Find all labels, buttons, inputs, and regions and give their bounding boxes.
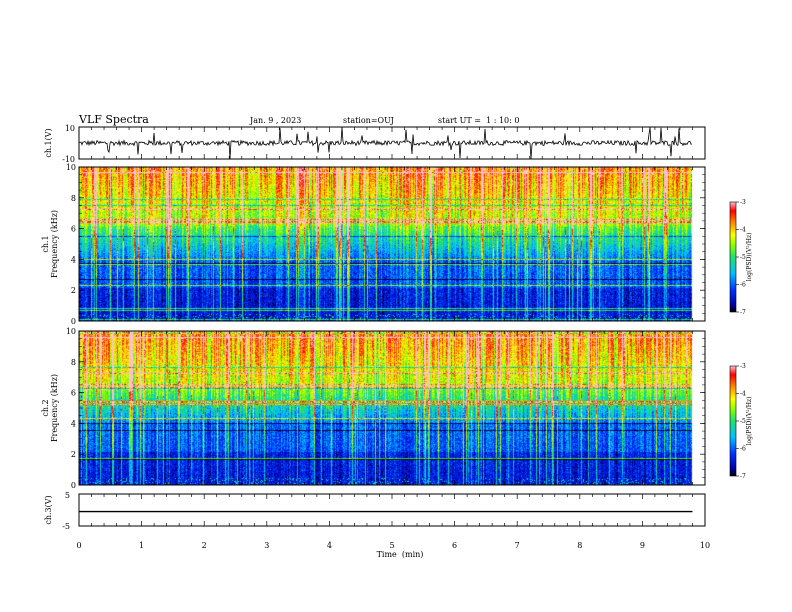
y-tick-label: 10 [66,163,76,172]
x-tick-label: 2 [202,541,207,550]
x-tick-label: 0 [76,541,81,550]
colorbar-tick-label: -5 [740,418,746,425]
ch1-colorbar: -3 -4 -5 -6 -7 log(PSD)(V²/Hz) [729,199,753,316]
ch1-waveform-xticks [78,127,706,159]
x-tick-label: 9 [640,541,645,550]
ch2-spectrogram-xticks [78,331,706,485]
ch2-spectrogram-panel: 0 2 4 6 8 10 ch.2 Frequency (kHz) [41,327,706,490]
ch3-ytick-top: 5 [65,491,70,500]
y-tick-label: 4 [71,255,76,264]
y-tick-label: 6 [71,225,76,234]
colorbar-tick-label: -7 [740,473,746,480]
y-tick-label: 0 [71,481,76,490]
ch1-colorbar-ticks: -3 -4 -5 -6 -7 [736,199,746,316]
ch1-spectrogram-ylabel-line2: Frequency (kHz) [50,210,59,278]
ch1-waveform-panel: 10 -10 ch.1(V) [44,124,706,164]
x-tick-label: 1 [139,541,144,550]
x-tick-label: 8 [577,541,582,550]
time-axis-label: Time (min) [377,550,424,559]
ch1-spectrogram-image-holder [79,167,705,321]
ch2-colorbar-label: log(PSD)(V²/Hz) [746,397,753,446]
header-start-time: start UT = 1 : 10: 0 [438,116,519,125]
ch2-colorbar: -3 -4 -5 -6 -7 log(PSD)(V²/Hz) [729,363,753,480]
y-tick-label: 10 [66,327,76,336]
x-tick-label: 4 [327,541,332,550]
x-tick-label: 7 [515,541,520,550]
y-tick-label: 8 [71,194,76,203]
ch3-waveform-xticks [78,494,706,526]
y-tick-label: 2 [71,450,76,459]
ch1-spectrogram-image [79,167,705,321]
ch1-spectrogram-ylabel-line1: ch.1 [41,235,50,252]
ch1-ytick-bottom: -10 [62,155,75,164]
ch3-ytick-bottom: -5 [62,522,70,531]
x-tick-label: 3 [264,541,269,550]
header-date: Jan. 9 , 2023 [249,116,301,125]
y-tick-label: 2 [71,286,76,295]
ch2-spectrogram-ylabel-line2: Frequency (kHz) [50,374,59,442]
x-tick-label: 5 [389,541,394,550]
ch1-spectrogram-panel: 0 2 4 6 8 10 ch.1 Frequency (kHz) [41,163,706,326]
colorbar-tick-label: -5 [740,254,746,261]
ch1-colorbar-gradient [729,201,737,313]
ch1-spectrogram-xticks [78,167,706,321]
y-tick-label: 4 [71,419,76,428]
colorbar-tick-label: -6 [740,446,746,453]
header-station: station=OUJ [343,116,394,125]
ch2-colorbar-gradient [729,365,737,477]
figure-title: VLF Spectra [78,113,149,126]
y-tick-label: 6 [71,389,76,398]
ch2-spectrogram-ylabel-line1: ch.2 [41,399,50,416]
x-tick-label: 10 [700,541,710,550]
ch1-ytick-top: 10 [65,124,75,133]
colorbar-tick-label: -6 [740,282,746,289]
ch2-colorbar-ticks: -3 -4 -5 -6 -7 [736,363,746,480]
colorbar-tick-label: -4 [740,227,746,234]
ch1-colorbar-label: log(PSD)(V²/Hz) [746,233,753,282]
colorbar-tick-label: -7 [740,309,746,316]
x-tick-label: 6 [452,541,457,550]
ch1-spectrogram-yticks: 0 2 4 6 8 10 [66,163,705,326]
y-tick-label: 0 [71,317,76,326]
colorbar-tick-label: -3 [740,199,746,206]
ch2-spectrogram-yticks: 0 2 4 6 8 10 [66,327,705,490]
ch3-waveform-ylabel: ch.3(V) [44,495,53,524]
time-axis-tick-labels: 0 1 2 3 4 5 6 7 8 9 10 [76,541,710,550]
colorbar-tick-label: -3 [740,363,746,370]
ch2-spectrogram-image [79,331,705,485]
y-tick-label: 8 [71,358,76,367]
ch2-spectrogram-image-holder [79,331,705,485]
colorbar-tick-label: -4 [740,391,746,398]
ch1-waveform-trace [78,126,693,159]
ch3-waveform-panel: 5 -5 ch.3(V) 0 1 2 3 4 5 6 7 8 9 10 [44,491,710,550]
ch1-waveform-ylabel: ch.1(V) [44,128,53,157]
